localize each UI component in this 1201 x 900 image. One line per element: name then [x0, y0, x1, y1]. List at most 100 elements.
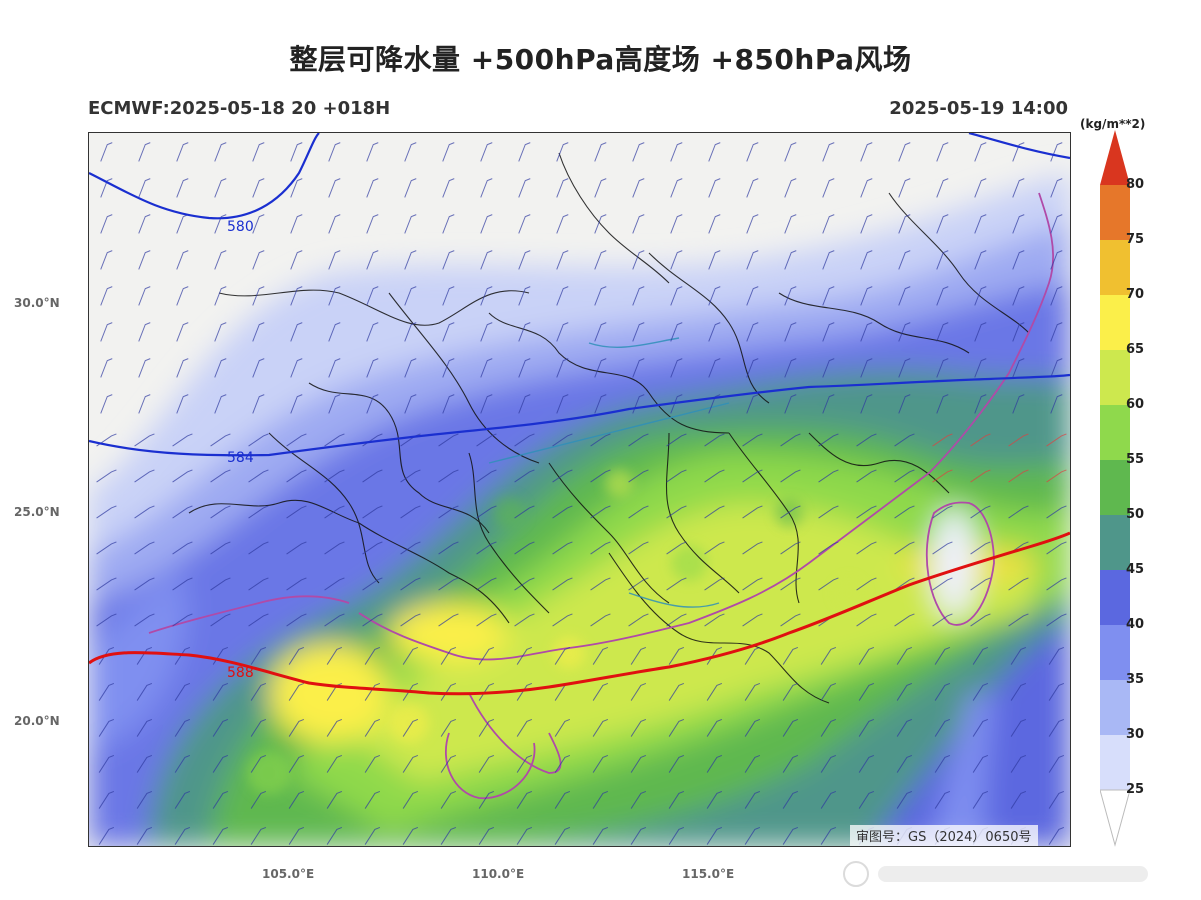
wind-barb [860, 142, 873, 162]
wind-barb [972, 790, 989, 809]
wind-barb [708, 286, 721, 306]
wind-barb [556, 214, 569, 234]
wind-barb [746, 322, 759, 342]
wind-barb [1050, 178, 1063, 198]
wind-barb [404, 214, 417, 234]
wind-barb [744, 790, 761, 809]
wind-barb [138, 322, 151, 342]
wind-barb [288, 718, 305, 737]
wind-barb [362, 469, 383, 483]
wind-barb [136, 718, 153, 737]
wind-barb [896, 682, 913, 701]
wind-barb [210, 613, 231, 627]
wind-barb [628, 433, 649, 447]
wind-barb [286, 613, 307, 627]
wind-barb [214, 214, 227, 234]
wind-barb [252, 394, 265, 414]
wind-barb [706, 826, 723, 845]
lat-label-30: 30.0°N [14, 296, 60, 310]
wind-barb [708, 322, 721, 342]
wind-barb [324, 433, 345, 447]
wind-barb [1050, 214, 1063, 234]
wind-barb [554, 718, 571, 737]
wind-barb [404, 322, 417, 342]
wind-barb [404, 250, 417, 270]
wind-barb [366, 394, 379, 414]
colorbar-label-60: 60 [1126, 397, 1145, 412]
wind-barb [214, 286, 227, 306]
lon-label-105: 105.0°E [262, 867, 315, 881]
colorbar-label-75: 75 [1126, 232, 1145, 247]
wind-barb [98, 718, 115, 737]
wind-barb [478, 682, 495, 701]
wind-barb [324, 613, 345, 627]
wind-barb [326, 790, 343, 809]
wind-barb [366, 178, 379, 198]
wind-barb [552, 613, 573, 627]
wind-barb [898, 142, 911, 162]
wind-barb [100, 250, 113, 270]
wind-barb [400, 577, 421, 591]
wind-barb [780, 577, 801, 591]
wind-barb [172, 613, 193, 627]
wind-barb [366, 250, 379, 270]
wind-barb [934, 646, 951, 665]
wind-barb [438, 613, 459, 627]
wind-barb [592, 826, 609, 845]
wind-barb [1008, 469, 1029, 483]
wind-barb [290, 142, 303, 162]
wind-barb [214, 178, 227, 198]
wind-barb [100, 214, 113, 234]
wind-barb [932, 541, 953, 555]
wind-barb [708, 358, 721, 378]
wind-barb [554, 826, 571, 845]
wind-barb [250, 790, 267, 809]
wind-barb [1008, 433, 1029, 447]
wind-barb [480, 358, 493, 378]
wind-barb [898, 214, 911, 234]
wind-barb [286, 433, 307, 447]
wind-barb [328, 250, 341, 270]
wind-barb [214, 250, 227, 270]
wind-barb [822, 394, 835, 414]
wind-barb [668, 790, 685, 809]
wind-barb [784, 358, 797, 378]
wind-barb [1012, 250, 1025, 270]
wind-barb [518, 394, 531, 414]
wind-barb [518, 250, 531, 270]
wind-barb [934, 682, 951, 701]
wind-barb [288, 646, 305, 665]
wind-barb [974, 214, 987, 234]
colorbar-label-45: 45 [1126, 562, 1145, 577]
colorbar-block-65 [1100, 295, 1130, 350]
colorbar-label-55: 55 [1126, 452, 1145, 467]
wind-barb [670, 178, 683, 198]
contour-label-580: 580 [227, 219, 254, 235]
wind-barb [780, 613, 801, 627]
wind-barb [932, 505, 953, 519]
wind-barb [404, 178, 417, 198]
wind-barb [290, 250, 303, 270]
wind-barb [1050, 250, 1063, 270]
wind-barb [742, 541, 763, 555]
wind-barb [934, 718, 951, 737]
wind-barb [442, 286, 455, 306]
wind-barb [822, 178, 835, 198]
wind-barb [856, 469, 877, 483]
wind-barb [1010, 646, 1027, 665]
wind-barb [970, 433, 991, 447]
wind-barb [134, 433, 155, 447]
wind-barb [556, 358, 569, 378]
contour-580-top-right [968, 133, 1070, 160]
wind-barb [590, 577, 611, 591]
wind-barb [552, 505, 573, 519]
wind-barb [552, 541, 573, 555]
wind-barb [1046, 433, 1067, 447]
wind-barb [442, 214, 455, 234]
wind-barb [594, 286, 607, 306]
wind-barb [404, 286, 417, 306]
wind-barb [324, 577, 345, 591]
wind-barb [478, 646, 495, 665]
wind-barb [704, 541, 725, 555]
wind-barb [364, 646, 381, 665]
